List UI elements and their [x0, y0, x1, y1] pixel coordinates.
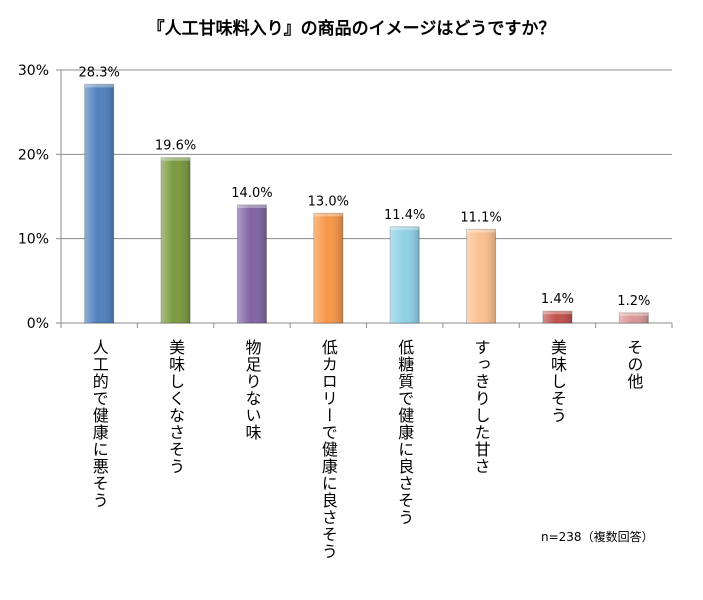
- y-tick-label: 10%: [18, 232, 49, 248]
- data-labels: 28.3% 19.6% 14.0% 13.0% 11.4% 11.1% 1.4% 1.2%: [79, 65, 651, 309]
- y-tick-label: 30%: [18, 63, 49, 79]
- data-label: 28.3%: [79, 65, 120, 80]
- data-label: 1.4%: [541, 292, 574, 307]
- category-label: 美味しそう: [548, 339, 567, 424]
- category-label: 低カロリーで健康に良さそう: [319, 339, 338, 560]
- axes: [56, 69, 673, 328]
- bar: [466, 228, 497, 324]
- data-label: 11.1%: [460, 210, 501, 225]
- y-tick-label: 0%: [27, 316, 49, 332]
- y-tick-label: 20%: [18, 147, 49, 163]
- category-labels: 人工的で健康に悪そう 美味しくなさそう 物足りない味 低カロリーで健康に良さそう 低糖質…: [90, 339, 644, 560]
- bars: [84, 83, 649, 324]
- bar: [160, 157, 191, 324]
- data-label: 19.6%: [155, 139, 196, 154]
- chart-title: 『人工甘味料入り』の商品のイメージはどうですか？: [147, 19, 556, 39]
- category-label: 人工的で健康に悪そう: [90, 339, 109, 509]
- category-label: すっきりした甘さ: [472, 339, 491, 475]
- bar: [313, 212, 344, 324]
- category-label: 低糖質で健康に良さそう: [395, 339, 414, 526]
- data-label: 14.0%: [231, 186, 272, 201]
- category-label: 美味しくなさそう: [166, 339, 185, 475]
- bar: [236, 204, 267, 324]
- bar: [542, 310, 573, 324]
- bar: [84, 83, 115, 324]
- data-label: 13.0%: [308, 194, 349, 209]
- category-label: その他: [624, 339, 643, 390]
- category-label: 物足りない味: [242, 339, 261, 441]
- bar: [618, 312, 649, 324]
- data-label: 1.2%: [617, 294, 650, 309]
- bar: [389, 226, 420, 324]
- gridlines: [61, 69, 672, 240]
- data-label: 11.4%: [384, 208, 425, 223]
- y-tick-labels: 0% 10% 20% 30%: [18, 63, 49, 332]
- sample-size-note: n=238（複数回答）: [541, 530, 654, 544]
